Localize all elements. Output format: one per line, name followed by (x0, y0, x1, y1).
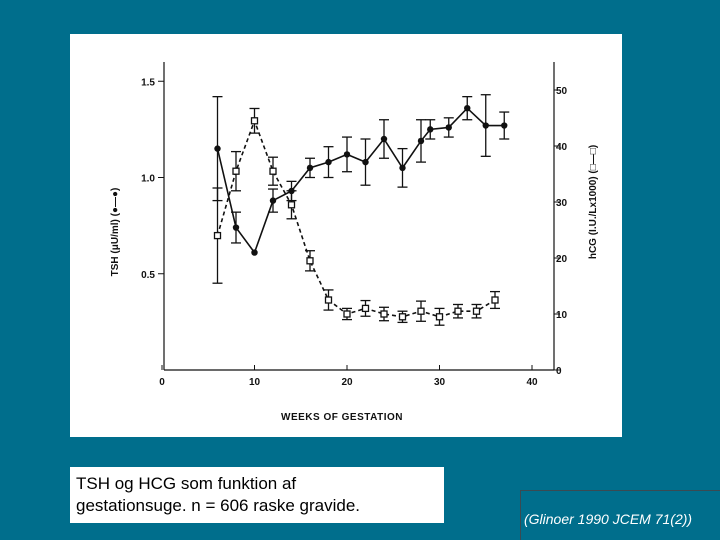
right-y-tick-label: 40 (556, 142, 568, 153)
hcg-point (491, 296, 499, 304)
hcg-point (269, 167, 277, 175)
hcg-point (417, 307, 425, 315)
tsh-point (464, 105, 471, 112)
hcg-point (306, 257, 314, 265)
x-tick-label: 30 (434, 377, 446, 388)
tsh-point (482, 122, 489, 129)
left-y-tick-label: 1.0 (141, 174, 155, 185)
tsh-point (325, 158, 332, 166)
figure-panel: 0 10 20 30 40 0.5 1.0 1.5 0 10 20 30 40 50 WEEKS OF G… (70, 34, 622, 437)
hcg-point (343, 310, 351, 318)
left-y-axis-label: TSH (μU/ml) (●—●) (110, 188, 121, 277)
x-tick-label: 20 (341, 377, 353, 388)
tsh-point (343, 151, 351, 158)
tsh-series (212, 94, 510, 256)
right-y-axis-label: hCG (I.U./Lx1000) (□—□) (588, 145, 599, 259)
tsh-line (216, 107, 505, 255)
left-y-tick-label: 0.5 (141, 270, 155, 281)
hcg-point (250, 117, 259, 125)
tsh-point (380, 135, 388, 143)
tsh-point (214, 145, 221, 152)
right-y-tick-label: 10 (556, 310, 568, 321)
tsh-point (445, 124, 452, 131)
tsh-point (501, 122, 508, 129)
citation: (Glinoer 1990 JCEM 71(2)) (520, 490, 720, 540)
hcg-point (213, 231, 222, 240)
caption-line-2: gestationsuge. n = 606 raske gravide. (76, 496, 360, 515)
caption-line-1: TSH og HCG som funktion af (76, 474, 297, 493)
left-y-tick-label: 1.5 (141, 77, 155, 88)
tsh-hcg-chart: 0 10 20 30 40 0.5 1.0 1.5 0 10 20 30 40 50 WEEKS OF G… (110, 62, 599, 423)
hcg-point (380, 310, 388, 318)
hcg-point (398, 313, 407, 321)
hcg-line (216, 118, 496, 318)
tsh-point (399, 164, 406, 172)
tsh-point (232, 224, 240, 231)
x-tick-label: 10 (249, 377, 261, 388)
right-y-tick-label: 0 (556, 366, 562, 377)
x-tick-label: 40 (526, 377, 538, 388)
hcg-point (232, 167, 240, 175)
hcg-point (287, 201, 296, 209)
tsh-point (362, 158, 369, 166)
right-y-tick-label: 30 (556, 198, 568, 209)
hcg-point (435, 313, 444, 321)
hcg-point (324, 296, 333, 304)
x-tick-label: 0 (159, 377, 165, 388)
tsh-point (417, 137, 425, 145)
hcg-point (361, 304, 370, 313)
hcg-series (212, 107, 500, 326)
hcg-point (472, 307, 481, 315)
caption-box: TSH og HCG som funktion af gestationsuge… (70, 467, 444, 523)
right-y-tick-label: 20 (556, 254, 568, 265)
x-axis-label: WEEKS OF GESTATION (281, 412, 403, 423)
tsh-point (427, 126, 434, 133)
tsh-point (269, 197, 277, 204)
tsh-point (306, 164, 314, 172)
hcg-point (454, 307, 462, 315)
right-y-tick-label: 50 (556, 86, 568, 97)
tsh-point (251, 249, 258, 256)
